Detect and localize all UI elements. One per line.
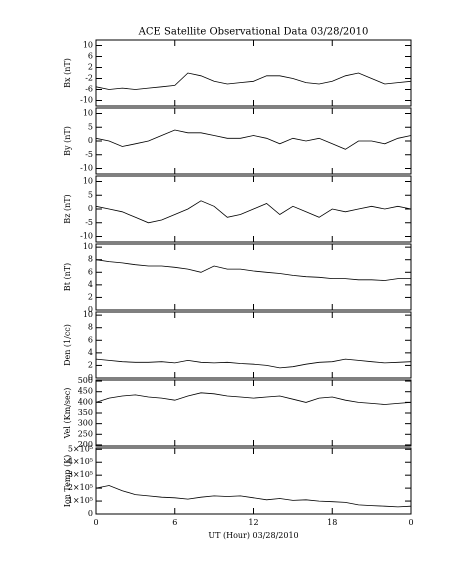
y-axis-label: Bx (nT) [63,58,72,88]
y-tick-label: 0 [88,204,93,213]
y-tick-label: 350 [78,408,93,417]
y-tick-label: -10 [80,164,93,173]
y-axis-label: Bz (nT) [63,194,72,223]
y-tick-label: 4×10⁵ [68,457,93,466]
y-tick-label: -5 [85,218,93,227]
y-tick-label: 2 [88,360,93,369]
y-tick-label: 8 [88,323,93,332]
y-tick-label: 8 [88,255,93,264]
y-tick-label: 10 [83,109,93,118]
y-axis-label: Den (1/cc) [63,324,72,366]
y-tick-label: 5 [88,190,93,199]
data-line [95,72,412,90]
data-line [95,358,412,369]
y-tick-label: 0 [88,373,93,382]
y-tick-label: 4 [88,348,93,357]
y-axis-label: Bt (nT) [63,263,72,291]
panel-frame [95,311,412,379]
y-axis-label: By (nT) [63,126,72,156]
data-line [95,259,411,281]
data-line [95,129,412,150]
panel-frame [95,39,412,107]
y-tick-label: 5×10⁵ [68,444,93,453]
y-tick-label: 3×10⁵ [68,470,93,479]
y-tick-label: 4 [88,280,93,289]
panel-frame [95,243,412,311]
y-tick-label: 500 [78,376,93,385]
x-tick-label: 12 [248,518,258,527]
y-tick-label: -2 [85,74,93,83]
data-line [95,485,412,508]
panel-frame [95,379,412,447]
y-tick-label: -10 [80,232,93,241]
y-tick-label: -10 [80,96,93,105]
x-tick-label: 0 [408,518,413,527]
y-axis-label: Vel (Km/sec) [63,388,72,440]
data-line [95,392,412,405]
y-tick-label: 300 [78,419,93,428]
y-tick-label: 200 [78,440,93,449]
y-tick-label: 10 [83,310,93,319]
y-tick-label: 10 [83,41,93,50]
y-tick-label: 250 [78,429,93,438]
chart-title: ACE Satellite Observational Data 03/28/2… [138,27,369,38]
y-tick-label: 6 [88,52,93,61]
y-tick-label: 1×10⁵ [68,496,93,505]
x-tick-label: 0 [93,518,98,527]
y-tick-label: 0 [88,305,93,314]
y-tick-label: -5 [85,150,93,159]
y-tick-label: 10 [83,177,93,186]
y-tick-label: 400 [78,397,93,406]
x-tick-label: 18 [327,518,337,527]
y-tick-label: 10 [83,242,93,251]
y-tick-label: 6 [88,267,93,276]
x-tick-label: 6 [172,518,177,527]
y-tick-label: 0 [88,136,93,145]
y-tick-label: 2 [88,292,93,301]
data-line [95,200,412,224]
y-tick-label: 5 [88,122,93,131]
y-axis-label: Ion Temp (K) [63,455,72,508]
y-tick-label: -6 [85,85,93,94]
y-tick-label: 2×10⁵ [68,483,93,492]
y-tick-label: 2 [88,63,93,72]
panel-frame [95,447,412,515]
y-tick-label: 6 [88,335,93,344]
x-axis-label: UT (Hour) 03/28/2010 [208,531,298,540]
y-tick-label: 0 [88,509,93,518]
y-tick-label: 450 [78,387,93,396]
